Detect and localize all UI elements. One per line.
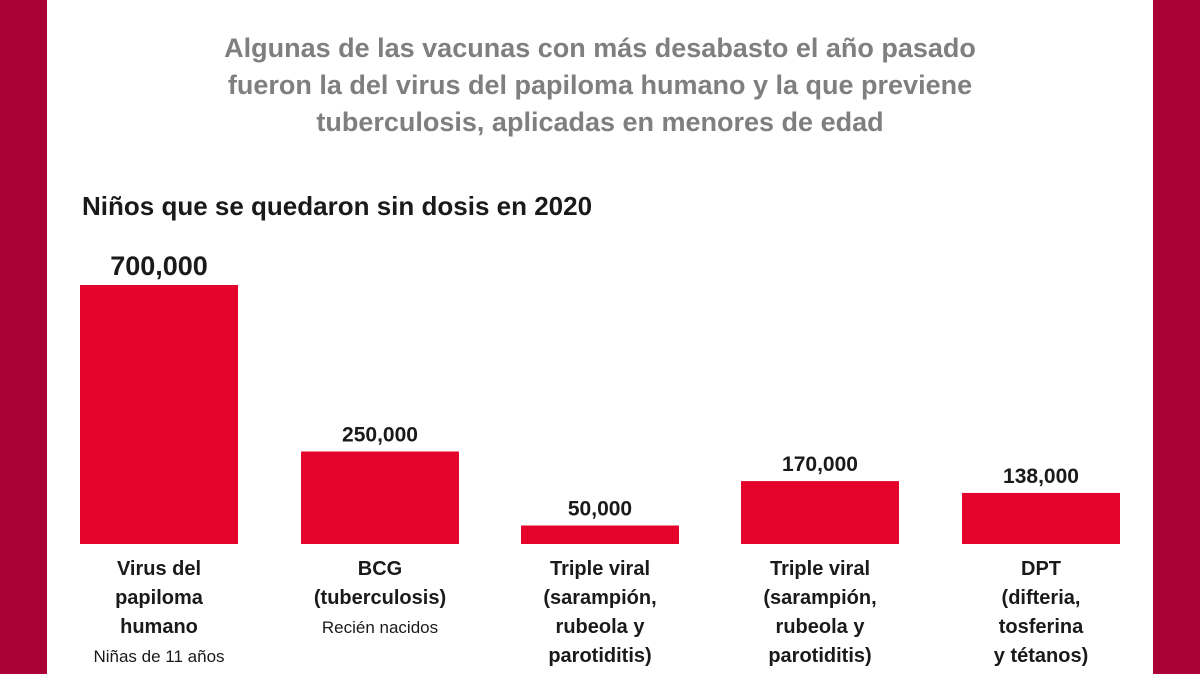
bar-1 (80, 285, 238, 544)
category-name: Triple viral (sarampión, rubeola y parot… (763, 558, 877, 667)
category-name: Triple viral (sarampión, rubeola y parot… (543, 558, 657, 667)
bars-group (80, 285, 1120, 544)
category-label-3: Triple viral (sarampión, rubeola y parot… (500, 555, 700, 671)
category-name: Virus del papiloma humano (115, 558, 203, 638)
category-name: DPT (difteria, tosferina y tétanos) (993, 558, 1089, 667)
category-label-4: Triple viral (sarampión, rubeola y parot… (720, 555, 920, 671)
bar-4 (741, 481, 899, 544)
category-label-1: Virus del papiloma humano Niñas de 11 año… (59, 555, 259, 672)
category-label-2: BCG (tuberculosis) Recién nacidos (280, 555, 480, 643)
category-subtitle: Recién nacidos (321, 618, 439, 637)
headline: Algunas de las vacunas con más desabasto… (224, 33, 976, 137)
category-label-5: DPT (difteria, tosferina y tétanos) (941, 555, 1141, 671)
value-label-5: 138,000 (1003, 465, 1079, 488)
value-label-3: 50,000 (568, 498, 632, 521)
value-label-4: 170,000 (782, 453, 858, 476)
value-label-1: 700,000 (110, 251, 208, 281)
category-name: BCG (tuberculosis) (313, 558, 447, 609)
bar-2 (301, 451, 459, 544)
category-subtitle: Niñas de 11 años (93, 647, 225, 666)
bar-5 (962, 492, 1120, 544)
value-labels-group: 700,000 250,000 50,000 170,000 138,000 (110, 251, 1079, 521)
bar-3 (521, 525, 679, 544)
chart-title: Niños que se quedaron sin dosis en 2020 (82, 191, 593, 221)
value-label-2: 250,000 (342, 424, 418, 447)
